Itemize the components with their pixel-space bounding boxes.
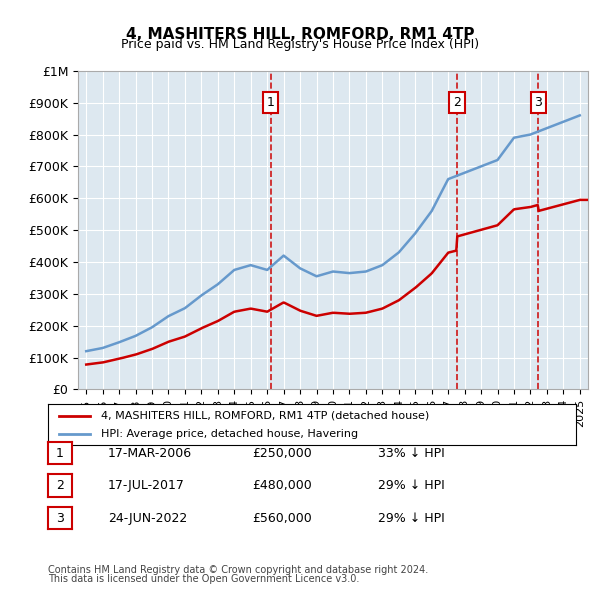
Text: 33% ↓ HPI: 33% ↓ HPI [378, 447, 445, 460]
Text: 29% ↓ HPI: 29% ↓ HPI [378, 479, 445, 492]
Text: £250,000: £250,000 [252, 447, 312, 460]
Text: £560,000: £560,000 [252, 512, 312, 525]
Text: 3: 3 [535, 96, 542, 109]
Text: 3: 3 [56, 512, 64, 525]
Text: 29% ↓ HPI: 29% ↓ HPI [378, 512, 445, 525]
Text: HPI: Average price, detached house, Havering: HPI: Average price, detached house, Have… [101, 429, 358, 439]
Text: 4, MASHITERS HILL, ROMFORD, RM1 4TP (detached house): 4, MASHITERS HILL, ROMFORD, RM1 4TP (det… [101, 411, 429, 421]
Text: 1: 1 [267, 96, 275, 109]
Text: 24-JUN-2022: 24-JUN-2022 [108, 512, 187, 525]
Text: 17-MAR-2006: 17-MAR-2006 [108, 447, 192, 460]
Text: Contains HM Land Registry data © Crown copyright and database right 2024.: Contains HM Land Registry data © Crown c… [48, 565, 428, 575]
Text: 17-JUL-2017: 17-JUL-2017 [108, 479, 185, 492]
Text: 2: 2 [453, 96, 461, 109]
Text: Price paid vs. HM Land Registry's House Price Index (HPI): Price paid vs. HM Land Registry's House … [121, 38, 479, 51]
Text: 4, MASHITERS HILL, ROMFORD, RM1 4TP: 4, MASHITERS HILL, ROMFORD, RM1 4TP [126, 27, 474, 41]
Text: 2: 2 [56, 479, 64, 492]
Text: 1: 1 [56, 447, 64, 460]
Text: This data is licensed under the Open Government Licence v3.0.: This data is licensed under the Open Gov… [48, 574, 359, 584]
Text: £480,000: £480,000 [252, 479, 312, 492]
